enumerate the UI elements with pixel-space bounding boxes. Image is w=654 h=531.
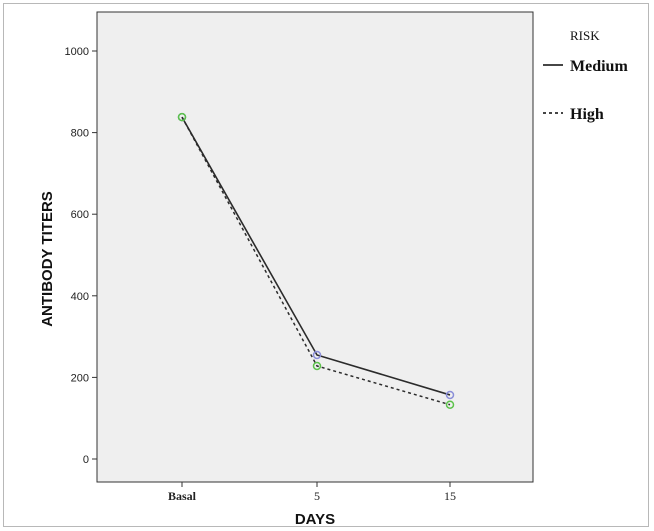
y-axis-title: ANTIBODY TITERS — [39, 191, 56, 327]
data-point-high — [177, 112, 187, 122]
x-tick-label: 5 — [314, 489, 320, 503]
data-point-high — [445, 400, 455, 409]
y-tick-label: 400 — [71, 291, 89, 303]
data-point-medium — [445, 390, 455, 400]
series-line-high — [181, 116, 451, 406]
x-tick-label: Basal — [168, 489, 197, 503]
data-point-high — [312, 361, 322, 371]
y-tick-label: 1000 — [65, 46, 89, 58]
y-tick-label: 200 — [71, 372, 89, 384]
y-tick-label: 800 — [71, 128, 89, 140]
line-chart: 0 200 400 600 800 1000 Basal 5 15 DAYS ANTIBODY TI… — [39, 11, 628, 528]
x-tick-label: 15 — [444, 489, 456, 503]
legend-title: RISK — [570, 28, 600, 43]
data-point-medium — [312, 350, 322, 360]
plot-area — [96, 11, 534, 483]
x-axis-title: DAYS — [295, 511, 335, 528]
y-tick-label: 0 — [83, 454, 89, 466]
chart-frame: 0 200 400 600 800 1000 Basal 5 15 DAYS ANTIBODY TI… — [3, 3, 649, 528]
y-tick-label: 600 — [71, 209, 89, 221]
legend-label-high: High — [570, 106, 604, 123]
series-line-medium — [181, 116, 451, 396]
legend-label-medium: Medium — [570, 58, 628, 75]
